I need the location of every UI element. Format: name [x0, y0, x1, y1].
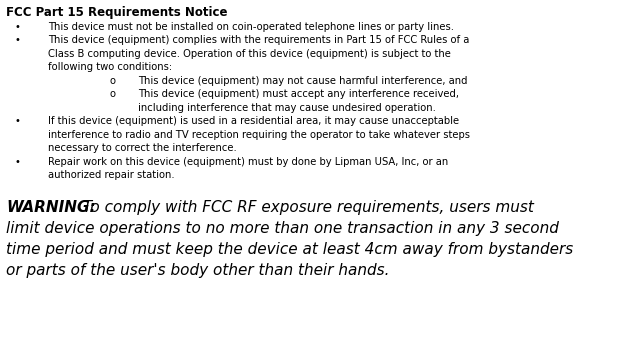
Text: FCC Part 15 Requirements Notice: FCC Part 15 Requirements Notice: [6, 6, 227, 19]
Text: This device (equipment) complies with the requirements in Part 15 of FCC Rules o: This device (equipment) complies with th…: [48, 35, 469, 45]
Text: o: o: [110, 75, 116, 85]
Text: authorized repair station.: authorized repair station.: [48, 170, 174, 180]
Text: Repair work on this device (equipment) must by done by Lipman USA, Inc, or an: Repair work on this device (equipment) m…: [48, 157, 449, 167]
Text: To comply with FCC RF exposure requirements, users must: To comply with FCC RF exposure requireme…: [78, 200, 534, 215]
Text: •: •: [14, 35, 20, 45]
Text: necessary to correct the interference.: necessary to correct the interference.: [48, 143, 237, 153]
Text: following two conditions:: following two conditions:: [48, 62, 172, 72]
Text: This device must not be installed on coin-operated telephone lines or party line: This device must not be installed on coi…: [48, 21, 454, 32]
Text: including interference that may cause undesired operation.: including interference that may cause un…: [138, 103, 436, 112]
Text: If this device (equipment) is used in a residential area, it may cause unaccepta: If this device (equipment) is used in a …: [48, 116, 459, 126]
Text: •: •: [14, 21, 20, 32]
Text: Class B computing device. Operation of this device (equipment) is subject to the: Class B computing device. Operation of t…: [48, 48, 451, 58]
Text: time period and must keep the device at least 4cm away from bystanders: time period and must keep the device at …: [6, 242, 573, 257]
Text: This device (equipment) may not cause harmful interference, and: This device (equipment) may not cause ha…: [138, 75, 467, 85]
Text: o: o: [110, 89, 116, 99]
Text: or parts of the user's body other than their hands.: or parts of the user's body other than t…: [6, 263, 389, 278]
Text: limit device operations to no more than one transaction in any 3 second: limit device operations to no more than …: [6, 221, 559, 236]
Text: •: •: [14, 116, 20, 126]
Text: This device (equipment) must accept any interference received,: This device (equipment) must accept any …: [138, 89, 459, 99]
Text: interference to radio and TV reception requiring the operator to take whatever s: interference to radio and TV reception r…: [48, 130, 470, 140]
Text: •: •: [14, 157, 20, 167]
Text: WARNING:: WARNING:: [6, 200, 95, 215]
